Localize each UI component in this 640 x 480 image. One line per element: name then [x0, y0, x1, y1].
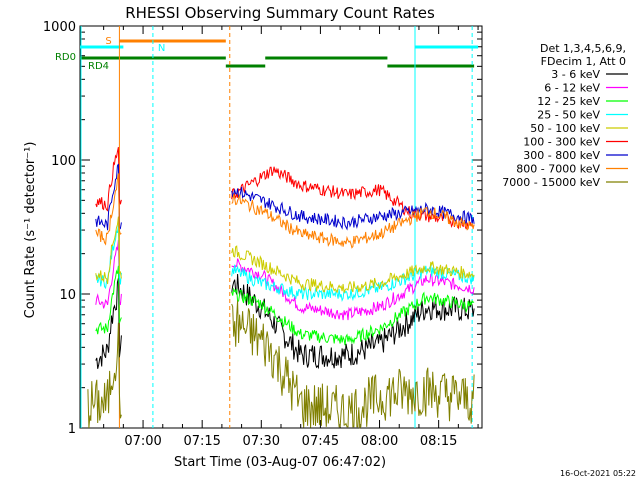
x-axis-label: Start Time (03-Aug-07 06:47:02)	[174, 455, 386, 470]
plot-frame	[79, 25, 483, 429]
x-tick-label: 08:00	[361, 434, 398, 449]
y-axis-label: Count Rate (s⁻¹ detector⁻¹)	[23, 142, 38, 319]
flag-label-s: S	[105, 36, 111, 47]
x-tick-label: 07:00	[124, 434, 161, 449]
legend-label: 100 - 300 keV	[523, 136, 600, 149]
timestamp-label: 16-Oct-2021 05:22	[560, 469, 636, 478]
legend-label: 25 - 50 keV	[537, 109, 600, 122]
legend: Det 1,3,4,5,6,9,FDecim 1, Att 03 - 6 keV…	[502, 42, 628, 189]
y-tick-label: 1000	[43, 20, 76, 35]
legend-label: 12 - 25 keV	[537, 95, 600, 108]
series-line	[95, 265, 475, 346]
x-axis: 07:00 07:15 07:30 07:45 08:00 08:15	[103, 26, 479, 449]
legend-label: 6 - 12 keV	[544, 82, 600, 95]
flag-label-n: N	[158, 43, 165, 54]
chart-title: RHESSI Observing Summary Count Rates	[125, 4, 435, 22]
legend-label: 3 - 6 keV	[551, 68, 600, 81]
y-tick-label: 10	[59, 288, 76, 303]
series-line	[95, 173, 475, 249]
series-line	[87, 300, 475, 429]
series-line	[95, 273, 475, 370]
legend-label: 800 - 7000 keV	[516, 163, 600, 176]
x-tick-label: 08:15	[420, 434, 457, 449]
series-line	[95, 239, 475, 321]
series-group	[87, 146, 475, 429]
y-tick-label: 1	[68, 422, 76, 437]
legend-header: Det 1,3,4,5,6,9,	[540, 42, 626, 55]
flag-label-rd4: RD4	[88, 61, 109, 72]
series-line	[95, 163, 475, 231]
legend-header: FDecim 1, Att 0	[541, 55, 626, 68]
legend-label: 7000 - 15000 keV	[502, 176, 600, 189]
legend-label: 50 - 100 keV	[530, 122, 600, 135]
x-tick-label: 07:45	[302, 434, 339, 449]
flag-label-rd0: RD0	[55, 52, 76, 63]
x-tick-label: 07:30	[243, 434, 280, 449]
y-axis: 1 10 100 1000	[43, 20, 482, 437]
series-line	[95, 216, 475, 294]
y-tick-label: 100	[51, 154, 76, 169]
attenuator-markers: S N RD0 RD4	[55, 26, 479, 428]
legend-label: 300 - 800 keV	[523, 149, 600, 162]
x-tick-label: 07:15	[183, 434, 220, 449]
